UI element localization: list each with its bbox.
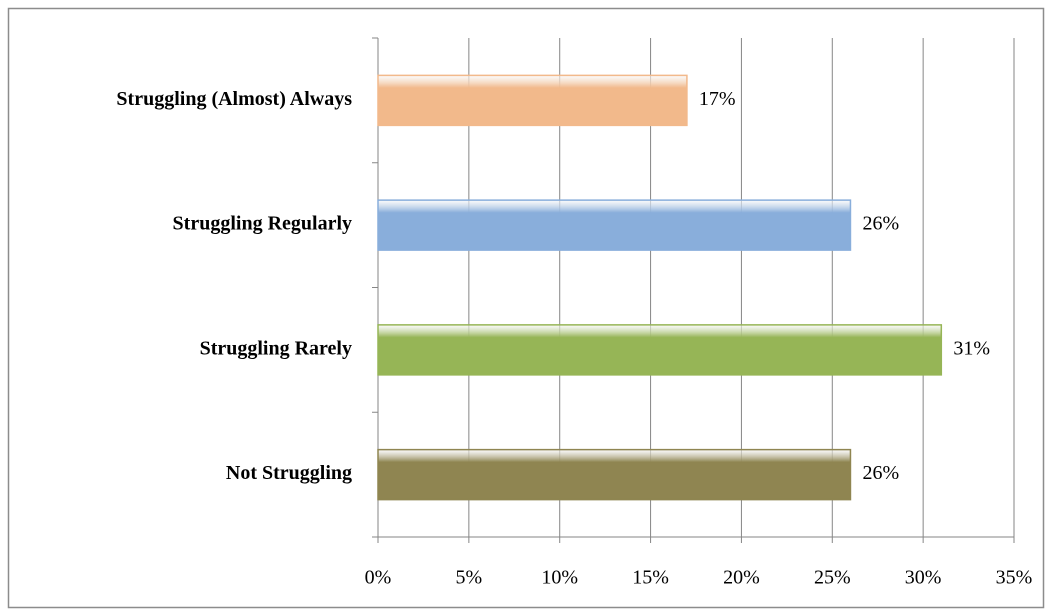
x-tick-label: 5%: [456, 567, 483, 589]
data-label: 31%: [953, 337, 990, 359]
x-tick-label: 35%: [996, 567, 1033, 589]
category-label: Struggling Regularly: [173, 213, 352, 235]
x-tick-label: 30%: [905, 567, 942, 589]
x-tick-label: 20%: [723, 567, 760, 589]
x-tick-label: 25%: [814, 567, 851, 589]
bar: [377, 74, 688, 127]
bar: [377, 448, 852, 501]
bar: [377, 199, 852, 251]
bar: [377, 324, 943, 376]
category-label: Struggling (Almost) Always: [116, 88, 352, 110]
data-label: 26%: [862, 462, 899, 484]
data-label: 26%: [862, 213, 899, 235]
x-tick-label: 15%: [632, 567, 669, 589]
data-label: 17%: [699, 88, 736, 110]
category-label: Struggling Rarely: [200, 337, 352, 359]
category-label: Not Struggling: [226, 462, 352, 484]
x-tick-label: 0%: [365, 567, 392, 589]
x-tick-label: 10%: [541, 567, 578, 589]
